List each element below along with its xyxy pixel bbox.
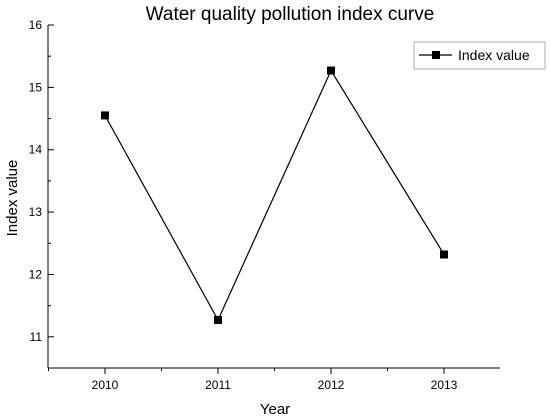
plot-area xyxy=(101,66,448,324)
y-tick-label: 13 xyxy=(29,205,43,219)
y-tick-label: 15 xyxy=(29,80,43,94)
data-point-marker xyxy=(440,250,448,259)
legend-marker xyxy=(432,51,440,59)
legend-label: Index value xyxy=(458,47,530,63)
data-point-marker xyxy=(101,111,109,120)
legend: Index value xyxy=(413,41,546,70)
x-tick-label: 2010 xyxy=(92,378,119,392)
x-ticks: 2010 2011 2012 2013 xyxy=(48,368,458,392)
x-tick-label: 2012 xyxy=(318,378,345,392)
y-tick-label: 11 xyxy=(30,330,43,344)
series-line xyxy=(104,69,445,322)
chart-title: Water quality pollution index curve xyxy=(146,4,435,25)
x-axis-label: Year xyxy=(260,401,290,418)
x-tick-label: 2011 xyxy=(205,378,231,392)
data-point-marker xyxy=(214,315,222,324)
y-tick-label: 12 xyxy=(29,267,43,281)
y-ticks: 11 12 13 14 15 16 xyxy=(29,18,54,369)
y-axis-label: Index value xyxy=(4,160,21,237)
x-tick-label: 2013 xyxy=(431,378,458,392)
y-tick-label: 14 xyxy=(29,143,43,157)
data-point-marker xyxy=(327,66,335,75)
y-tick-label: 16 xyxy=(29,18,43,32)
